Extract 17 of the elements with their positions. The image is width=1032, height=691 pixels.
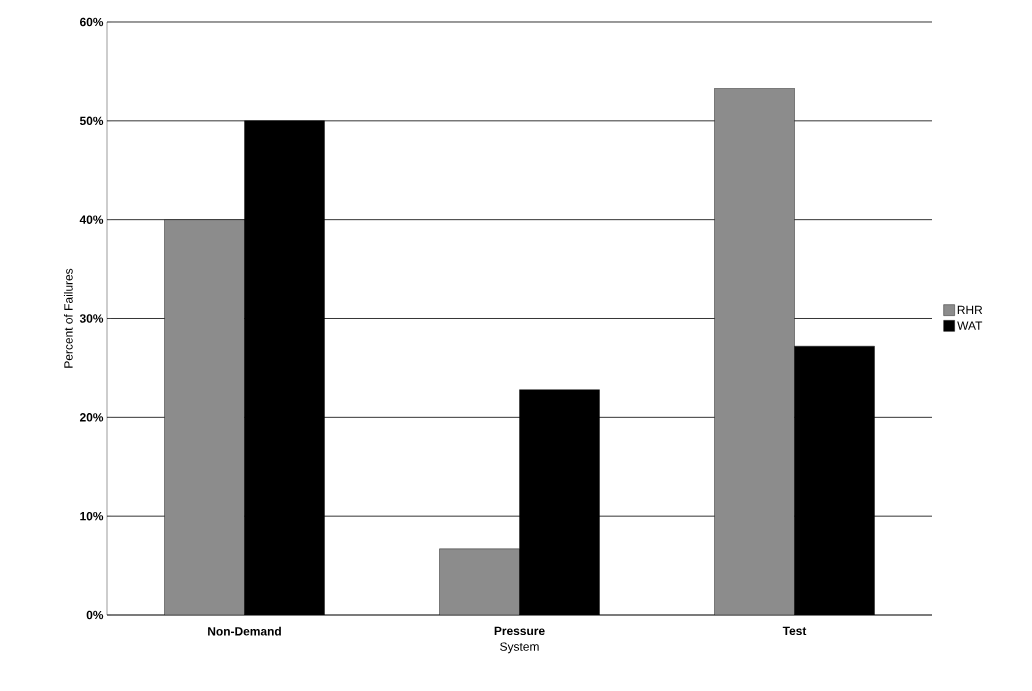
y-tick-label: 50% bbox=[79, 116, 104, 126]
y-tick-label: 60% bbox=[79, 17, 104, 27]
x-tick-label: Test bbox=[782, 626, 807, 636]
y-tick-label: 0% bbox=[86, 610, 104, 620]
x-axis-title: System bbox=[500, 642, 539, 654]
y-tick-label: 20% bbox=[79, 413, 104, 422]
bar bbox=[164, 219, 245, 615]
bar bbox=[439, 548, 520, 615]
y-tick-label: 40% bbox=[79, 215, 104, 224]
x-tick-label: Non-Demand bbox=[208, 626, 281, 636]
legend-label: WAT bbox=[957, 321, 983, 330]
y-axis-title: Percent of Failures bbox=[63, 268, 73, 368]
y-tick-label: 30% bbox=[79, 314, 104, 323]
y-tick-label: 10% bbox=[80, 511, 104, 521]
legend-label: RHR bbox=[957, 305, 983, 315]
bar bbox=[714, 88, 795, 615]
x-tick-label: Pressure bbox=[494, 626, 545, 636]
